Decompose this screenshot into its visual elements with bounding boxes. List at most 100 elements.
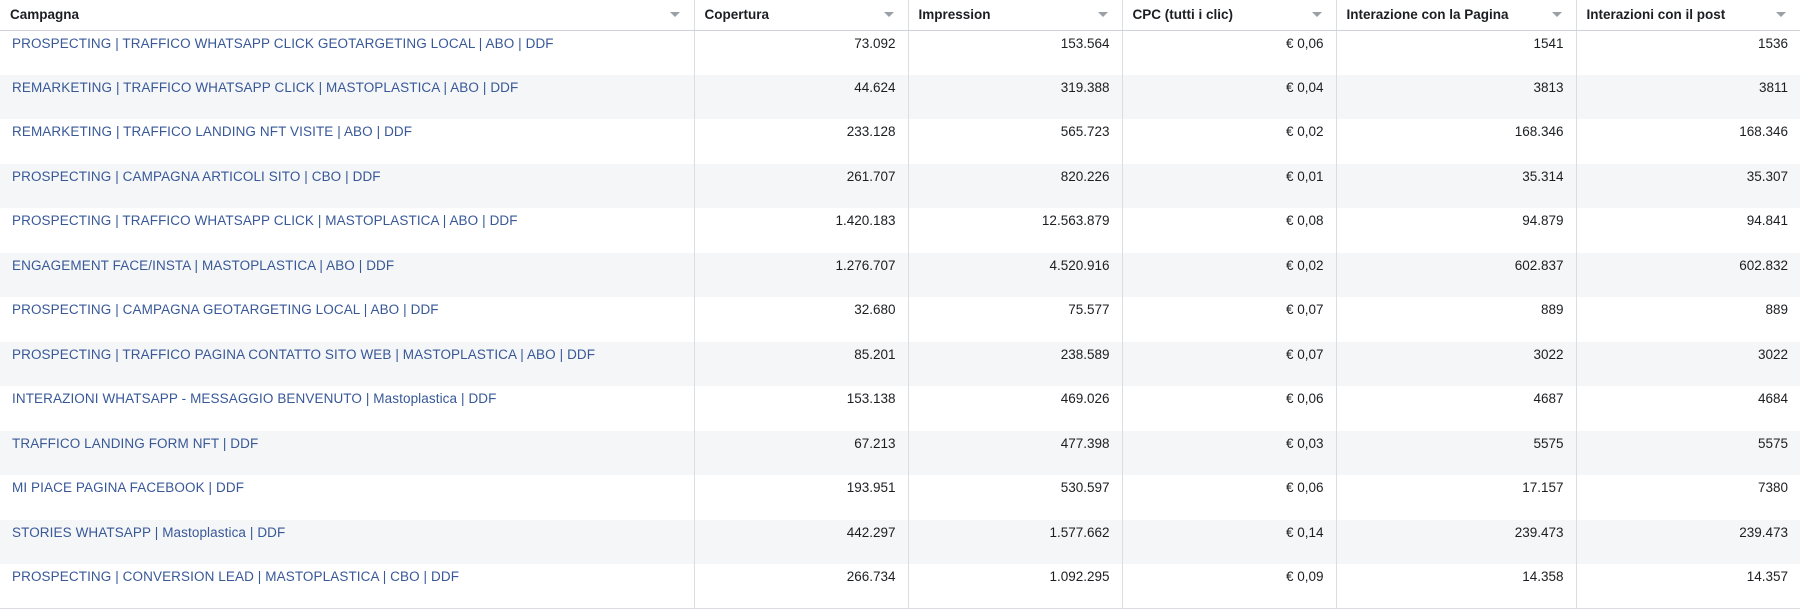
- copertura-cell: 153.138: [694, 386, 909, 431]
- column-header-interazione-pagina[interactable]: Interazione con la Pagina: [1336, 0, 1577, 31]
- chevron-down-icon[interactable]: [1551, 12, 1562, 18]
- copertura-cell: 261.707: [694, 163, 909, 208]
- impression-cell: 1.092.295: [908, 564, 1123, 609]
- interazioni-post-cell: 3022: [1576, 341, 1800, 386]
- column-header-campagna[interactable]: Campagna: [0, 0, 695, 31]
- column-header-label: Interazioni con il post: [1586, 7, 1726, 23]
- copertura-cell: 193.951: [694, 475, 909, 520]
- interazione-pagina-cell: 5575: [1336, 430, 1577, 475]
- column-header-cpc[interactable]: CPC (tutti i clic): [1122, 0, 1337, 31]
- campaign-name-cell[interactable]: TRAFFICO LANDING FORM NFT | DDF: [0, 430, 695, 475]
- campaign-name-cell[interactable]: PROSPECTING | CAMPAGNA ARTICOLI SITO | C…: [0, 163, 695, 208]
- campaign-name-link[interactable]: STORIES WHATSAPP | Mastoplastica | DDF: [12, 524, 286, 540]
- campaign-name-link[interactable]: PROSPECTING | CAMPAGNA GEOTARGETING LOCA…: [12, 302, 439, 317]
- copertura-cell: 73.092: [694, 30, 909, 75]
- interazioni-post-cell: 7380: [1757, 480, 1788, 495]
- interazioni-post-cell: 602.832: [1576, 252, 1800, 297]
- table-row: PROSPECTING | CAMPAGNA GEOTARGETING LOCA…: [0, 297, 1800, 342]
- campaign-name-link[interactable]: PROSPECTING | CAMPAGNA ARTICOLI SITO | C…: [12, 168, 381, 184]
- campaign-name-cell[interactable]: PROSPECTING | CAMPAGNA GEOTARGETING LOCA…: [0, 297, 695, 342]
- interazione-pagina-cell: 1541: [1336, 30, 1577, 75]
- copertura-cell: 85.201: [694, 341, 909, 386]
- impression-cell: 1.577.662: [908, 519, 1123, 564]
- chevron-down-icon[interactable]: [1311, 12, 1322, 18]
- copertura-cell: 233.128: [694, 119, 909, 164]
- impression-cell: 319.388: [908, 74, 1123, 119]
- column-header-copertura[interactable]: Copertura: [694, 0, 909, 31]
- campaign-name-link[interactable]: REMARKETING | TRAFFICO WHATSAPP CLICK | …: [12, 79, 519, 95]
- column-header-label: Campagna: [10, 7, 80, 23]
- interazioni-post-cell: 239.473: [1576, 519, 1800, 564]
- campaign-name-link[interactable]: INTERAZIONI WHATSAPP - MESSAGGIO BENVENU…: [12, 391, 497, 406]
- interazioni-post-cell: 14.357: [1576, 564, 1800, 609]
- campaign-name-link[interactable]: PROSPECTING | CONVERSION LEAD | MASTOPLA…: [12, 569, 460, 584]
- campaign-name-link[interactable]: PROSPECTING | TRAFFICO WHATSAPP CLICK | …: [12, 213, 518, 228]
- cpc-cell: € 0,09: [1122, 564, 1337, 609]
- campaign-name-cell[interactable]: ENGAGEMENT FACE/INSTA | MASTOPLASTICA | …: [0, 252, 695, 297]
- impression-cell: 530.597: [908, 475, 1123, 520]
- campaign-name-cell[interactable]: MI PIACE PAGINA FACEBOOK | DDF: [0, 475, 695, 520]
- impression-cell: 469.026: [908, 386, 1123, 431]
- chevron-down-icon[interactable]: [1097, 12, 1108, 18]
- campaign-name-cell[interactable]: REMARKETING | TRAFFICO WHATSAPP CLICK | …: [0, 74, 695, 119]
- table-row: PROSPECTING | CAMPAGNA ARTICOLI SITO | C…: [0, 163, 1800, 208]
- impression-cell: 4.520.916: [908, 252, 1123, 297]
- impression-cell: 238.589: [908, 341, 1123, 386]
- chevron-down-icon[interactable]: [883, 12, 894, 18]
- interazione-pagina-cell: 17.157: [1336, 475, 1577, 520]
- cpc-cell: € 0,06: [1122, 30, 1337, 75]
- interazione-pagina-cell: 3813: [1336, 74, 1577, 119]
- copertura-cell: 442.297: [694, 519, 909, 564]
- campaign-name-cell[interactable]: INTERAZIONI WHATSAPP - MESSAGGIO BENVENU…: [0, 386, 695, 431]
- campaign-name-cell[interactable]: PROSPECTING | TRAFFICO WHATSAPP CLICK | …: [0, 208, 695, 253]
- table-row: MI PIACE PAGINA FACEBOOK | DDF 193.951 5…: [0, 475, 1800, 520]
- cpc-cell: € 0,07: [1122, 341, 1337, 386]
- interazioni-post-cell: 4684: [1757, 391, 1788, 406]
- impression-cell: 153.564: [908, 30, 1123, 75]
- chevron-down-icon[interactable]: [1776, 12, 1786, 18]
- campaign-name-cell[interactable]: PROSPECTING | TRAFFICO PAGINA CONTATTO S…: [0, 341, 695, 386]
- campaign-name-cell[interactable]: REMARKETING | TRAFFICO LANDING NFT VISIT…: [0, 119, 695, 164]
- interazione-pagina-cell: 168.346: [1336, 119, 1577, 164]
- table-row: PROSPECTING | CONVERSION LEAD | MASTOPLA…: [0, 564, 1800, 609]
- cpc-cell: € 0,06: [1122, 386, 1337, 431]
- interazione-pagina-cell: 14.358: [1336, 564, 1577, 609]
- impression-cell: 820.226: [908, 163, 1123, 208]
- cpc-cell: € 0,14: [1122, 519, 1337, 564]
- table-row: REMARKETING | TRAFFICO WHATSAPP CLICK | …: [0, 74, 1800, 119]
- table-row: STORIES WHATSAPP | Mastoplastica | DDF 4…: [0, 519, 1800, 564]
- table-row: ENGAGEMENT FACE/INSTA | MASTOPLASTICA | …: [0, 252, 1800, 297]
- campaign-name-link[interactable]: TRAFFICO LANDING FORM NFT | DDF: [12, 435, 259, 451]
- cpc-cell: € 0,01: [1122, 163, 1337, 208]
- header-row: Campagna Copertura Impression CPC (tutti: [0, 0, 1800, 31]
- interazione-pagina-cell: 94.879: [1336, 208, 1577, 253]
- interazioni-post-cell: 94.841: [1746, 213, 1788, 228]
- cpc-cell: € 0,02: [1122, 119, 1337, 164]
- copertura-cell: 1.276.707: [694, 252, 909, 297]
- interazione-pagina-cell: 602.837: [1336, 252, 1577, 297]
- campaign-name-link[interactable]: PROSPECTING | TRAFFICO PAGINA CONTATTO S…: [12, 346, 596, 362]
- chevron-down-icon[interactable]: [669, 12, 680, 18]
- interazioni-post-cell: 5575: [1576, 430, 1800, 475]
- column-header-label: Interazione con la Pagina: [1346, 7, 1509, 23]
- column-header-interazioni-post[interactable]: Interazioni con il post: [1576, 0, 1800, 31]
- copertura-cell: 67.213: [694, 430, 909, 475]
- table-body: PROSPECTING | TRAFFICO WHATSAPP CLICK GE…: [0, 30, 1800, 609]
- campaign-name-link[interactable]: MI PIACE PAGINA FACEBOOK | DDF: [12, 480, 245, 495]
- cpc-cell: € 0,08: [1122, 208, 1337, 253]
- campaign-name-link[interactable]: ENGAGEMENT FACE/INSTA | MASTOPLASTICA | …: [12, 257, 395, 273]
- column-header-impression[interactable]: Impression: [908, 0, 1123, 31]
- column-header-label: Impression: [918, 7, 991, 23]
- interazioni-post-cell: 889: [1765, 302, 1788, 317]
- campaign-name-cell[interactable]: STORIES WHATSAPP | Mastoplastica | DDF: [0, 519, 695, 564]
- column-header-label: CPC (tutti i clic): [1132, 7, 1234, 23]
- campaign-name-link[interactable]: PROSPECTING | TRAFFICO WHATSAPP CLICK GE…: [12, 35, 554, 51]
- campaign-name-link[interactable]: REMARKETING | TRAFFICO LANDING NFT VISIT…: [12, 124, 413, 139]
- interazione-pagina-cell: 239.473: [1336, 519, 1577, 564]
- campaign-name-cell[interactable]: PROSPECTING | CONVERSION LEAD | MASTOPLA…: [0, 564, 695, 609]
- campaign-name-cell[interactable]: PROSPECTING | TRAFFICO WHATSAPP CLICK GE…: [0, 30, 695, 75]
- interazione-pagina-cell: 35.314: [1336, 163, 1577, 208]
- interazione-pagina-cell: 889: [1336, 297, 1577, 342]
- table-row: TRAFFICO LANDING FORM NFT | DDF 67.213 4…: [0, 430, 1800, 475]
